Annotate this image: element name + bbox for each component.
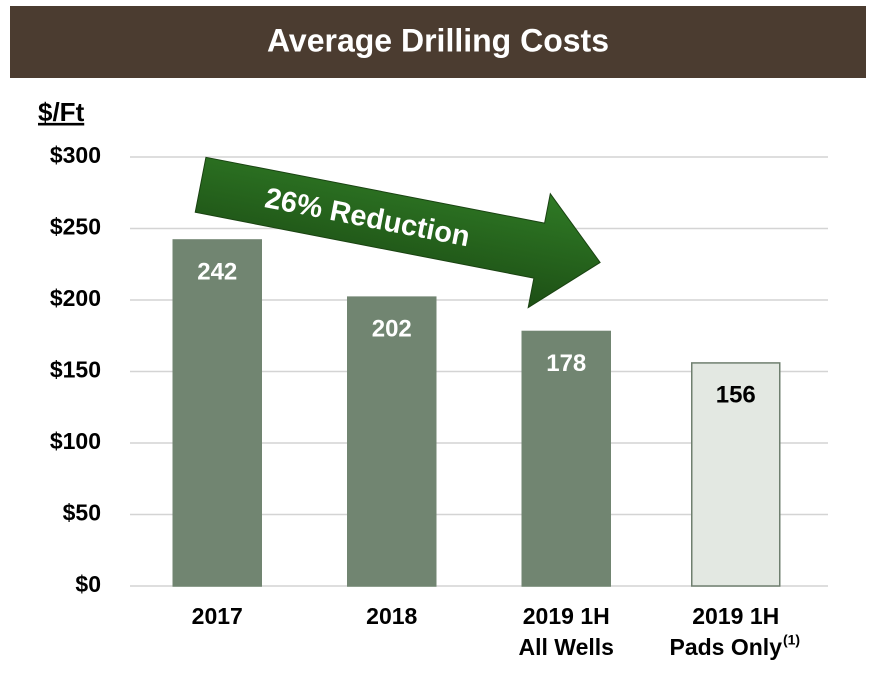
- x-tick-label: 2017: [192, 603, 243, 629]
- y-tick-label: $100: [50, 428, 101, 454]
- y-tick-label: $250: [50, 214, 101, 240]
- value-label: 242: [197, 258, 237, 285]
- value-label: 178: [546, 350, 586, 377]
- x-tick-label: 2019 1H: [692, 603, 779, 629]
- title-banner: [10, 6, 866, 78]
- arrow: [194, 156, 601, 309]
- x-tick-superscript: (1): [783, 632, 800, 648]
- value-label: 156: [716, 381, 756, 408]
- y-tick-label: $150: [50, 357, 101, 383]
- y-axis-label: $/Ft: [38, 97, 85, 127]
- bar: [691, 362, 781, 587]
- plot: $0 $50 $100 $150 $200 $250 $300 2017 242 2018 202 2…: [50, 142, 828, 660]
- value-label: 202: [372, 315, 412, 342]
- chart-title: Average Drilling Costs: [267, 22, 609, 58]
- y-tick-label: $200: [50, 285, 101, 311]
- x-tick-label: All Wells: [519, 634, 614, 660]
- x-tick-label: 2018: [366, 603, 417, 629]
- y-tick-label: $50: [63, 500, 101, 526]
- y-tick-label: $300: [50, 142, 101, 168]
- bar: [172, 239, 262, 587]
- x-tick-label: Pads Only: [670, 634, 783, 660]
- x-tick-label: 2019 1H: [523, 603, 610, 629]
- bar: [521, 330, 611, 587]
- bar: [347, 296, 437, 587]
- y-tick-label: $0: [75, 571, 101, 597]
